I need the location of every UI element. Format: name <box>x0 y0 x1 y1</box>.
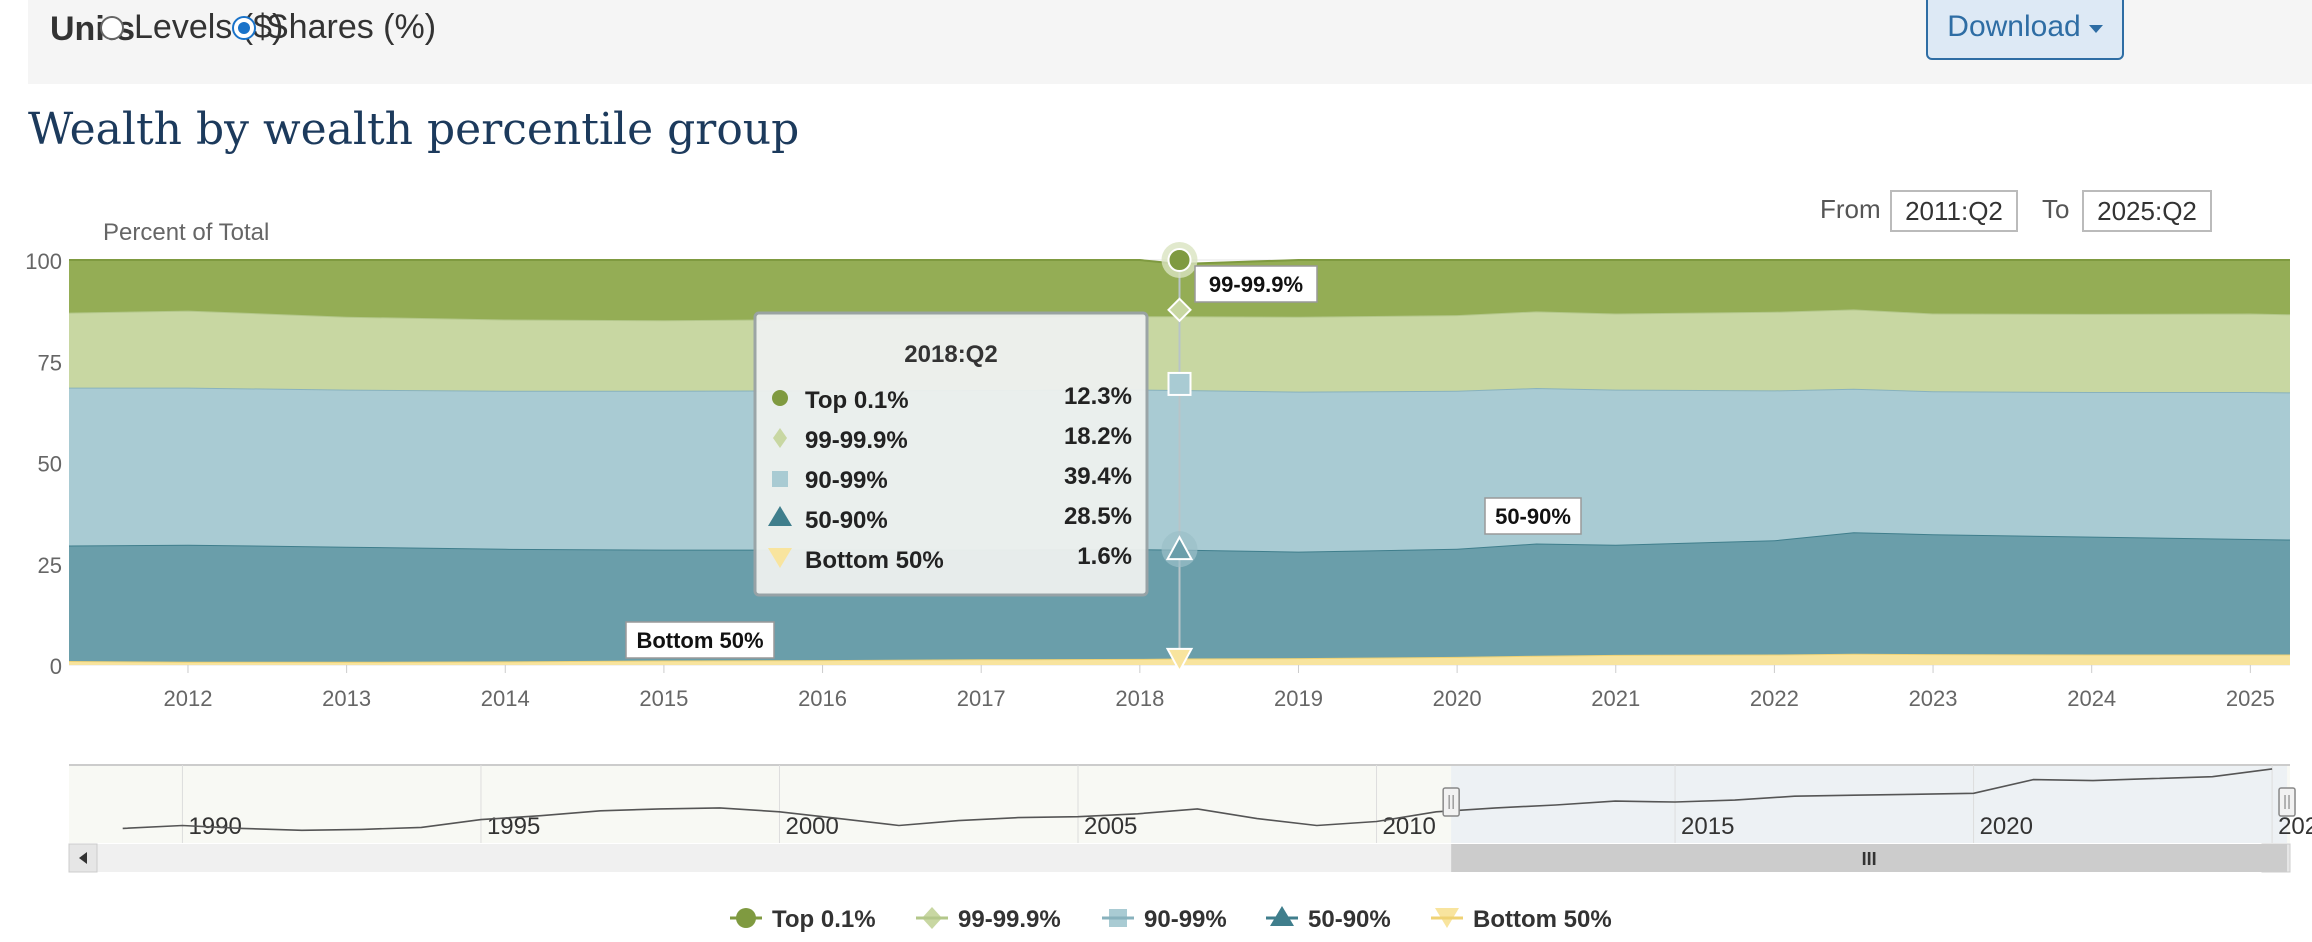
y-tick-label: 0 <box>50 654 62 679</box>
series-label-50-box <box>1484 497 1582 535</box>
x-tick-label: 2018 <box>1115 686 1164 711</box>
legend-label: 50-90% <box>1308 906 1391 933</box>
hover-marker-99 <box>1167 297 1192 323</box>
series-label-bottom: Bottom 50% <box>636 628 763 653</box>
navigator-year-label: 2025 <box>2278 813 2312 840</box>
tooltip-panel <box>753 311 1149 597</box>
units-levels-radio[interactable]: Levels ($) <box>100 8 283 47</box>
x-tick-label: 2021 <box>1591 686 1640 711</box>
series-label-99-box <box>1194 265 1318 303</box>
tooltip-row-value: 18.2% <box>1064 423 1132 450</box>
legend-label: Top 0.1% <box>772 906 876 933</box>
y-tick-label: 25 <box>38 553 62 578</box>
hover-marker-50 <box>1165 535 1194 561</box>
scrollbar-thumb[interactable] <box>1451 844 2288 872</box>
units-shares-label: Shares (%) <box>266 8 437 46</box>
navigator-handle-left[interactable] <box>1442 787 1460 817</box>
legend-label: 99-99.9% <box>958 906 1061 933</box>
navigator-year-label: 2005 <box>1084 813 1137 840</box>
legend-item[interactable]: Bottom 50% <box>1435 906 1612 933</box>
tooltip-circle-icon <box>772 390 788 406</box>
x-tick-label: 2017 <box>957 686 1006 711</box>
x-tick-label: 2015 <box>639 686 688 711</box>
navigator-year-label: 2015 <box>1681 813 1734 840</box>
series-label-bottom-box <box>625 621 775 659</box>
tooltip-row-name: 50-90% <box>805 507 888 534</box>
line-top-0-1 <box>69 259 2290 266</box>
legend-item[interactable]: 50-90% <box>1270 906 1391 933</box>
y-tick-label: 100 <box>25 249 62 274</box>
tooltip-row-value: 28.5% <box>1064 503 1132 530</box>
scrollbar-grip: III <box>1862 849 1877 869</box>
controls-bar: Units Levels ($) Shares (%) Download <box>28 0 2312 84</box>
radio-unchecked-icon[interactable] <box>100 15 124 40</box>
legend-triangle-icon <box>1270 906 1294 926</box>
y-axis-title: Percent of Total <box>103 219 269 246</box>
chart-title: Wealth by wealth percentile group <box>28 104 800 155</box>
tooltip-triangle-icon <box>768 506 792 526</box>
x-tick-label: 2022 <box>1750 686 1799 711</box>
legend-item[interactable]: Top 0.1% <box>736 906 876 933</box>
legend-label: 90-99% <box>1144 906 1227 933</box>
tooltip-row-name: Bottom 50% <box>805 547 944 574</box>
tooltip-row-value: 12.3% <box>1064 383 1132 410</box>
hover-marker-top <box>1167 248 1192 272</box>
series-label-99: 99-99.9% <box>1209 272 1303 297</box>
x-tick-label: 2016 <box>798 686 847 711</box>
series-label-50: 50-90% <box>1495 504 1571 529</box>
radio-checked-icon[interactable] <box>232 15 256 40</box>
x-tick-label: 2019 <box>1274 686 1323 711</box>
navigator-handle-right[interactable] <box>2278 787 2296 817</box>
units-shares-radio[interactable]: Shares (%) <box>232 8 436 47</box>
tooltip-row-name: 90-99% <box>805 467 888 494</box>
x-tick-label: 2012 <box>164 686 213 711</box>
x-tick-label: 2013 <box>322 686 371 711</box>
to-input[interactable]: 2025:Q2 <box>2082 190 2212 232</box>
x-tick-label: 2025 <box>2226 686 2275 711</box>
tooltip-row-value: 1.6% <box>1077 543 1132 570</box>
download-label: Download <box>1947 10 2081 43</box>
from-label: From <box>1820 194 1881 224</box>
y-tick-label: 50 <box>38 452 62 477</box>
tooltip-row-value: 39.4% <box>1064 463 1132 490</box>
tooltip-triangle-down-icon <box>768 548 792 568</box>
tooltip-diamond-icon <box>773 428 787 448</box>
x-tick-label: 2024 <box>2067 686 2116 711</box>
tooltip-title: 2018:Q2 <box>904 341 997 368</box>
download-button[interactable]: Download <box>1926 0 2124 60</box>
tooltip-square-icon <box>772 471 788 487</box>
caret-down-icon <box>2088 25 2103 33</box>
to-label: To <box>2042 194 2070 224</box>
navigator-year-label: 2020 <box>1980 813 2033 840</box>
x-tick-label: 2020 <box>1433 686 1482 711</box>
hover-marker-bottom <box>1165 647 1194 674</box>
navigator-line <box>122 768 2273 832</box>
arrow-left-icon <box>79 852 87 864</box>
navigator-year-label: 2010 <box>1383 813 1436 840</box>
legend-label: Bottom 50% <box>1473 906 1612 933</box>
x-tick-label: 2014 <box>481 686 530 711</box>
from-input[interactable]: 2011:Q2 <box>1890 190 2018 232</box>
x-tick-label: 2023 <box>1909 686 1958 711</box>
units-levels-label: Levels ($) <box>134 8 284 46</box>
tooltip-row-name: Top 0.1% <box>805 387 909 414</box>
legend-item[interactable]: 99-99.9% <box>922 906 1061 933</box>
hover-marker-90 <box>1167 371 1192 396</box>
y-tick-label: 75 <box>38 350 62 375</box>
tooltip-row-name: 99-99.9% <box>805 427 908 454</box>
